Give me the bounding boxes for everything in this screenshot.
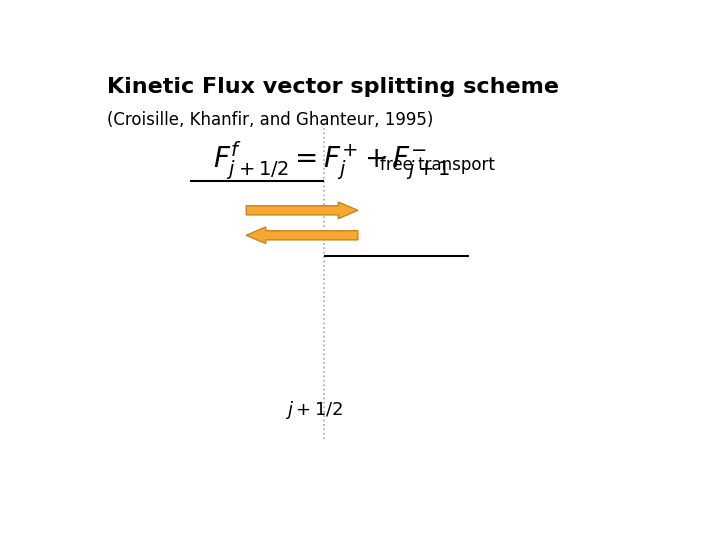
Text: free transport: free transport	[380, 156, 495, 173]
FancyArrow shape	[246, 227, 358, 244]
Text: (Croisille, Khanfir, and Ghanteur, 1995): (Croisille, Khanfir, and Ghanteur, 1995)	[107, 111, 433, 129]
Text: Kinetic Flux vector splitting scheme: Kinetic Flux vector splitting scheme	[107, 77, 559, 97]
FancyArrow shape	[246, 202, 358, 219]
Text: $j+1/2$: $j+1/2$	[285, 399, 343, 421]
Text: $F^{f}_{j+1/2} = F^{+}_{j} + F^{-}_{j+1}$: $F^{f}_{j+1/2} = F^{+}_{j} + F^{-}_{j+1}…	[213, 140, 450, 182]
